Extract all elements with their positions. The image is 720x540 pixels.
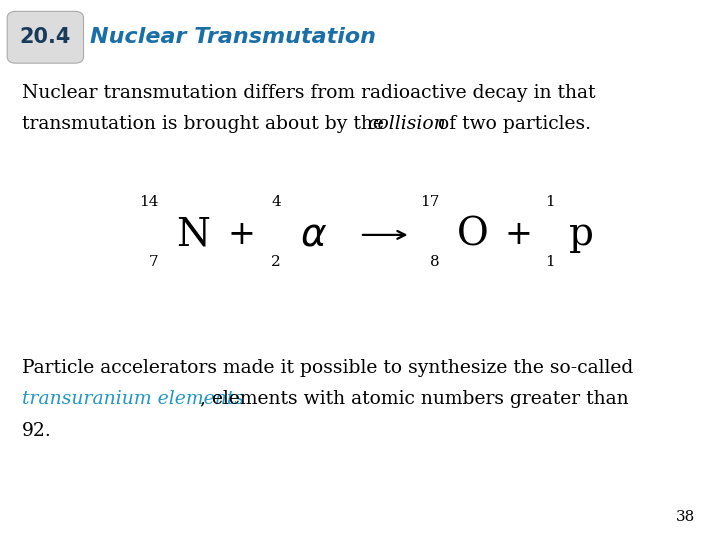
Text: $\alpha$: $\alpha$ [300, 217, 328, 253]
Text: 2: 2 [271, 255, 281, 269]
FancyBboxPatch shape [7, 11, 84, 63]
Text: 92.: 92. [22, 422, 51, 440]
Text: 7: 7 [149, 255, 158, 269]
Text: Nuclear Transmutation: Nuclear Transmutation [90, 27, 376, 48]
Text: transuranium elements: transuranium elements [22, 390, 243, 408]
Text: 38: 38 [675, 510, 695, 524]
Text: 1: 1 [544, 255, 554, 269]
Text: Particle accelerators made it possible to synthesize the so-called: Particle accelerators made it possible t… [22, 359, 633, 377]
Text: O: O [457, 217, 489, 253]
Text: transmutation is brought about by the: transmutation is brought about by the [22, 115, 390, 133]
Text: 8: 8 [430, 255, 439, 269]
Text: collision: collision [367, 115, 446, 133]
Text: 4: 4 [271, 195, 281, 209]
Text: N: N [176, 217, 210, 253]
Text: , elements with atomic numbers greater than: , elements with atomic numbers greater t… [200, 390, 629, 408]
Text: 20.4: 20.4 [19, 27, 71, 48]
Text: of two particles.: of two particles. [432, 115, 591, 133]
Text: 1: 1 [544, 195, 554, 209]
Text: +: + [228, 219, 255, 251]
Text: 17: 17 [420, 195, 439, 209]
Text: +: + [505, 219, 532, 251]
Text: 14: 14 [139, 195, 158, 209]
Text: Nuclear transmutation differs from radioactive decay in that: Nuclear transmutation differs from radio… [22, 84, 595, 102]
Text: p: p [569, 217, 594, 253]
